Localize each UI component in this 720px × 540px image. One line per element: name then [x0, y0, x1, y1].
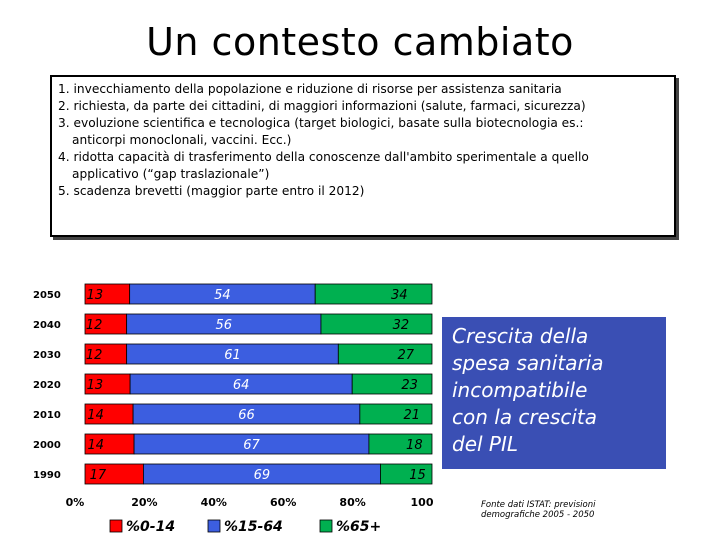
callout-box: Crescita della spesa sanitaria incompati… [442, 317, 666, 469]
x-tick-label: 40% [201, 496, 227, 509]
slide-title: Un contesto cambiato [146, 20, 574, 64]
data-label: 12 [86, 348, 103, 363]
legend-swatch [109, 519, 123, 533]
point-3-cont: anticorpi monoclonali, vaccini. Ecc.) [72, 133, 292, 147]
x-tick-label: 0% [66, 496, 85, 509]
data-label: 17 [90, 468, 107, 483]
year-label: 2030 [33, 350, 61, 361]
bar-segment [359, 403, 433, 425]
point-4-cont: applicativo (“gap traslazionale”) [72, 167, 270, 181]
year-label: 2050 [33, 290, 61, 301]
point-1: 1. invecchiamento della popolazione e ri… [58, 82, 562, 96]
bar-segment [351, 373, 433, 395]
year-label: 2000 [33, 440, 61, 451]
source-note: Fonte dati ISTAT: previsioni demografich… [481, 500, 631, 520]
year-label: 1990 [33, 470, 61, 481]
x-tick-label: 80% [339, 496, 365, 509]
data-label: 15 [409, 468, 426, 483]
data-label: 27 [397, 348, 414, 363]
point-5: 5. scadenza brevetti (maggior parte entr… [58, 184, 365, 198]
year-label: 2010 [33, 410, 61, 421]
legend-swatch [207, 519, 221, 533]
bar-segment [368, 433, 433, 455]
callout-line: spesa sanitaria [452, 351, 604, 375]
data-label: 54 [214, 288, 231, 303]
point-4: 4. ridotta capacità di trasferimento del… [58, 150, 589, 164]
callout-line: del PIL [452, 432, 519, 456]
x-tick-label: 100 [411, 496, 434, 509]
bar-segment [337, 343, 433, 365]
data-label: 34 [391, 288, 408, 303]
legend-label: %65+ [336, 519, 381, 535]
source-line: Fonte dati ISTAT: previsioni [481, 500, 596, 510]
year-label: 2040 [33, 320, 61, 331]
data-label: 56 [216, 318, 233, 333]
context-points-box: 1. invecchiamento della popolazione e ri… [50, 75, 676, 237]
data-label: 18 [406, 438, 423, 453]
data-label: 67 [243, 438, 260, 453]
bar-segment [320, 313, 433, 335]
year-label: 2020 [33, 380, 61, 391]
callout-line: Crescita della [452, 324, 589, 348]
legend-swatch [319, 519, 333, 533]
source-line: demografiche 2005 - 2050 [481, 510, 595, 520]
point-3: 3. evoluzione scientifica e tecnologica … [58, 116, 584, 130]
bar-segment [380, 463, 433, 485]
data-label: 14 [87, 408, 104, 423]
data-label: 13 [87, 378, 104, 393]
x-tick-label: 60% [270, 496, 296, 509]
population-age-chart: 2050 13 54 34 2040 12 56 32 2030 12 61 27 2020 13 64 23… [33, 283, 434, 535]
data-label: 66 [238, 408, 255, 423]
point-2: 2. richiesta, da parte dei cittadini, di… [58, 99, 586, 113]
data-label: 61 [224, 348, 241, 363]
x-tick-label: 20% [131, 496, 157, 509]
data-label: 64 [233, 378, 250, 393]
data-label: 12 [86, 318, 103, 333]
data-label: 14 [88, 438, 105, 453]
data-label: 13 [87, 288, 104, 303]
bar-segment [314, 283, 433, 305]
data-label: 21 [404, 408, 421, 423]
data-label: 69 [254, 468, 271, 483]
data-label: 23 [401, 378, 418, 393]
legend-label: %15-64 [224, 519, 283, 535]
legend-label: %0-14 [126, 519, 175, 535]
callout-line: con la crescita [452, 405, 598, 429]
data-label: 32 [393, 318, 410, 333]
callout-line: incompatibile [452, 378, 588, 402]
